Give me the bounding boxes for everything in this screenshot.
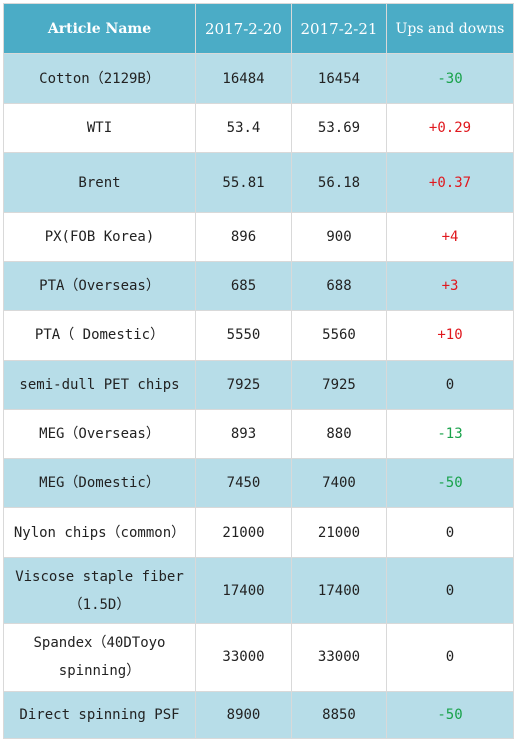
article-name-cell: Direct spinning PSF xyxy=(3,690,196,740)
price-2017-2-21-cell: 56.18 xyxy=(291,152,387,213)
price-2017-2-21-cell: 5560 xyxy=(291,310,387,361)
header-ups-and-downs: Ups and downs xyxy=(386,3,514,54)
table-row: WTI 53.4 53.69 +0.29 xyxy=(3,103,514,154)
header-row: Article Name 2017-2-20 2017-2-21 Ups and… xyxy=(3,3,514,54)
change-cell: +0.29 xyxy=(386,103,514,154)
price-2017-2-20-cell: 55.81 xyxy=(195,152,292,213)
change-cell: -50 xyxy=(386,458,514,509)
article-name-cell: Nylon chips（common） xyxy=(3,507,196,559)
table-row: Direct spinning PSF 8900 8850 -50 xyxy=(3,690,514,740)
article-name-cell: MEG（Domestic） xyxy=(3,458,196,509)
change-cell: 0 xyxy=(386,359,514,410)
price-2017-2-21-cell: 21000 xyxy=(291,507,387,559)
table-row: Brent 55.81 56.18 +0.37 xyxy=(3,152,514,213)
price-table: Article Name 2017-2-20 2017-2-21 Ups and… xyxy=(3,3,514,740)
price-2017-2-21-cell: 53.69 xyxy=(291,103,387,154)
table-row: Cotton（2129B） 16484 16454 -30 xyxy=(3,52,514,105)
article-name-cell: Cotton（2129B） xyxy=(3,52,196,105)
price-2017-2-20-cell: 685 xyxy=(195,261,292,312)
article-name-cell: semi-dull PET chips xyxy=(3,359,196,410)
price-2017-2-21-cell: 16454 xyxy=(291,52,387,105)
price-2017-2-21-cell: 8850 xyxy=(291,690,387,740)
price-2017-2-20-cell: 33000 xyxy=(195,623,292,692)
change-cell: -50 xyxy=(386,690,514,740)
header-article-name: Article Name xyxy=(3,3,196,54)
change-cell: +4 xyxy=(386,211,514,263)
price-2017-2-20-cell: 7450 xyxy=(195,458,292,509)
price-2017-2-21-cell: 880 xyxy=(291,408,387,460)
change-cell: +3 xyxy=(386,261,514,312)
table-row: PX(FOB Korea) 896 900 +4 xyxy=(3,211,514,263)
article-name-cell: Spandex（40DToyo spinning） xyxy=(3,623,196,692)
table-row: Viscose staple fiber（1.5D） 17400 17400 0 xyxy=(3,557,514,625)
price-2017-2-20-cell: 896 xyxy=(195,211,292,263)
price-2017-2-21-cell: 900 xyxy=(291,211,387,263)
article-name-cell: MEG（Overseas） xyxy=(3,408,196,460)
header-date-1: 2017-2-20 xyxy=(195,3,292,54)
article-name-cell: PTA（ Domestic） xyxy=(3,310,196,361)
table-row: MEG（Domestic） 7450 7400 -50 xyxy=(3,458,514,509)
price-2017-2-20-cell: 7925 xyxy=(195,359,292,410)
table-row: MEG（Overseas） 893 880 -13 xyxy=(3,408,514,460)
price-2017-2-21-cell: 688 xyxy=(291,261,387,312)
article-name-cell: PX(FOB Korea) xyxy=(3,211,196,263)
table-body: Cotton（2129B） 16484 16454 -30 WTI 53.4 53.69 +0… xyxy=(3,52,514,740)
table-row: PTA（Overseas） 685 688 +3 xyxy=(3,261,514,312)
table-row: Nylon chips（common） 21000 21000 0 xyxy=(3,507,514,559)
price-2017-2-20-cell: 21000 xyxy=(195,507,292,559)
table-row: Spandex（40DToyo spinning） 33000 33000 0 xyxy=(3,623,514,692)
price-2017-2-20-cell: 17400 xyxy=(195,557,292,625)
price-2017-2-20-cell: 893 xyxy=(195,408,292,460)
table-row: semi-dull PET chips 7925 7925 0 xyxy=(3,359,514,410)
article-name-cell: Viscose staple fiber（1.5D） xyxy=(3,557,196,625)
article-name-cell: Brent xyxy=(3,152,196,213)
price-2017-2-21-cell: 7925 xyxy=(291,359,387,410)
change-cell: +0.37 xyxy=(386,152,514,213)
article-name-cell: WTI xyxy=(3,103,196,154)
price-2017-2-20-cell: 16484 xyxy=(195,52,292,105)
article-name-cell: PTA（Overseas） xyxy=(3,261,196,312)
price-2017-2-20-cell: 5550 xyxy=(195,310,292,361)
table-row: PTA（ Domestic） 5550 5560 +10 xyxy=(3,310,514,361)
price-2017-2-20-cell: 53.4 xyxy=(195,103,292,154)
change-cell: +10 xyxy=(386,310,514,361)
change-cell: 0 xyxy=(386,557,514,625)
price-2017-2-21-cell: 17400 xyxy=(291,557,387,625)
price-2017-2-20-cell: 8900 xyxy=(195,690,292,740)
change-cell: 0 xyxy=(386,623,514,692)
change-cell: -30 xyxy=(386,52,514,105)
price-2017-2-21-cell: 7400 xyxy=(291,458,387,509)
change-cell: 0 xyxy=(386,507,514,559)
change-cell: -13 xyxy=(386,408,514,460)
header-date-2: 2017-2-21 xyxy=(291,3,387,54)
price-2017-2-21-cell: 33000 xyxy=(291,623,387,692)
